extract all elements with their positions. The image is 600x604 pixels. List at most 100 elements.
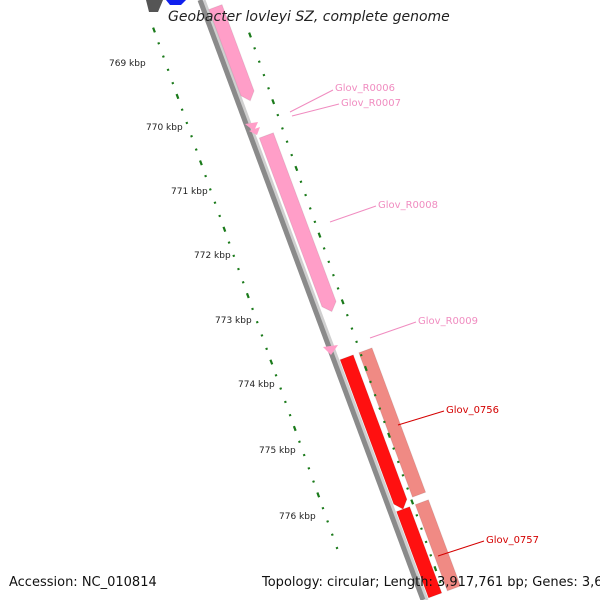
- tick-mark: [350, 327, 354, 330]
- tick-mark: [330, 533, 334, 537]
- feature-rna-0009-shape: [323, 345, 338, 355]
- tick-mark: [433, 565, 438, 572]
- tick-mark: [237, 267, 240, 271]
- feature-label[interactable]: Glov_R0006: [335, 83, 395, 94]
- tick-mark: [232, 254, 236, 258]
- tick-mark: [316, 492, 321, 498]
- tick-mark: [321, 506, 325, 510]
- backbone-line: [197, 0, 426, 601]
- backbone-shadow: [202, 0, 429, 601]
- tick-mark: [199, 160, 203, 166]
- tick-mark: [340, 299, 345, 305]
- tick-mark: [251, 307, 254, 311]
- tick-mark: [171, 81, 175, 85]
- tick-mark: [359, 353, 363, 357]
- tick-mark: [152, 27, 156, 33]
- tick-mark: [424, 540, 428, 544]
- feature-rna-0007-shape: [245, 122, 258, 131]
- tick-mark: [392, 447, 396, 450]
- tick-mark: [406, 487, 409, 490]
- tick-mark: [271, 98, 276, 105]
- accession-text: Accession: NC_010814: [9, 575, 157, 590]
- tick-mark: [429, 553, 433, 557]
- tick-mark: [288, 413, 292, 417]
- leader-line: [289, 89, 334, 113]
- tick-mark: [241, 281, 245, 284]
- leader-line: [397, 410, 445, 426]
- leader-line: [291, 103, 340, 117]
- tick-mark: [269, 359, 274, 365]
- tick-mark: [253, 47, 257, 50]
- feature-gene-0757-shape: [395, 506, 443, 599]
- genome-title: Geobacter lovleyi SZ, complete genome: [168, 9, 450, 25]
- tick-mark: [260, 334, 264, 337]
- tick-mark: [265, 347, 268, 351]
- tick-mark: [274, 374, 278, 377]
- feature-rna-0007b-shape: [249, 127, 260, 135]
- feature-gene-0756-shape: [339, 354, 408, 510]
- tick-mark: [157, 41, 161, 45]
- tick-mark: [299, 180, 303, 184]
- tick-mark: [373, 393, 377, 397]
- tick-mark: [378, 407, 382, 410]
- tick-mark: [166, 68, 170, 72]
- tick-mark: [248, 32, 252, 38]
- feature-label[interactable]: Glov_R0009: [418, 316, 478, 327]
- feature-label[interactable]: Glov_R0007: [341, 98, 401, 109]
- tick-mark: [302, 453, 306, 457]
- tick-mark: [294, 165, 299, 172]
- feature-gene-0757: [395, 506, 443, 599]
- feature-rna-0006-shape: [208, 3, 255, 102]
- feature-label[interactable]: Glov_0756: [446, 405, 499, 416]
- tick-mark: [322, 247, 326, 250]
- tick-mark: [218, 214, 222, 218]
- tick-mark: [175, 93, 180, 100]
- tick-mark: [290, 153, 294, 157]
- tick-mark: [420, 527, 423, 530]
- tick-mark: [335, 546, 339, 550]
- tick-mark: [292, 425, 297, 432]
- tick-mark: [363, 365, 368, 372]
- tick-mark: [415, 513, 419, 517]
- tick-label: 770 kbp: [146, 123, 183, 133]
- feature-label[interactable]: Glov_0757: [486, 535, 539, 546]
- feature-gene-0756: [339, 354, 408, 510]
- genome-summary-text: Topology: circular; Length: 3,917,761 bp…: [262, 575, 600, 590]
- tick-mark: [336, 287, 340, 290]
- tick-label: 774 kbp: [238, 380, 275, 390]
- tick-mark: [267, 87, 270, 90]
- tick-mark: [194, 148, 198, 151]
- tick-mark: [284, 400, 287, 404]
- blue-feature-block: [166, 0, 186, 5]
- feature-gene-0757-alt: [414, 499, 462, 592]
- tick-mark: [317, 232, 322, 238]
- tick-mark: [204, 174, 207, 178]
- feature-rna-0008-shape: [258, 132, 337, 313]
- tick-label: 776 kbp: [279, 512, 316, 522]
- tick-mark: [396, 460, 400, 464]
- feature-rna-0008: [258, 132, 337, 313]
- tick-label: 775 kbp: [259, 446, 296, 456]
- tick-mark: [180, 108, 184, 112]
- tick-mark: [222, 226, 227, 232]
- tick-mark: [308, 207, 312, 210]
- tick-mark: [313, 220, 317, 224]
- tick-mark: [438, 580, 442, 584]
- tick-mark: [162, 55, 165, 58]
- tick-mark: [245, 292, 250, 299]
- tick-mark: [369, 380, 372, 384]
- tick-mark: [255, 320, 259, 324]
- tick-mark: [279, 387, 283, 390]
- tick-mark: [276, 113, 280, 117]
- feature-rna-0006: [208, 3, 255, 102]
- tick-mark: [213, 201, 217, 204]
- tick-mark: [355, 340, 358, 344]
- tick-mark: [185, 121, 189, 125]
- tick-mark: [298, 440, 301, 444]
- tick-label: 772 kbp: [194, 251, 231, 261]
- tick-mark: [345, 313, 349, 317]
- tick-mark: [304, 193, 307, 197]
- feature-label[interactable]: Glov_R0008: [378, 200, 438, 211]
